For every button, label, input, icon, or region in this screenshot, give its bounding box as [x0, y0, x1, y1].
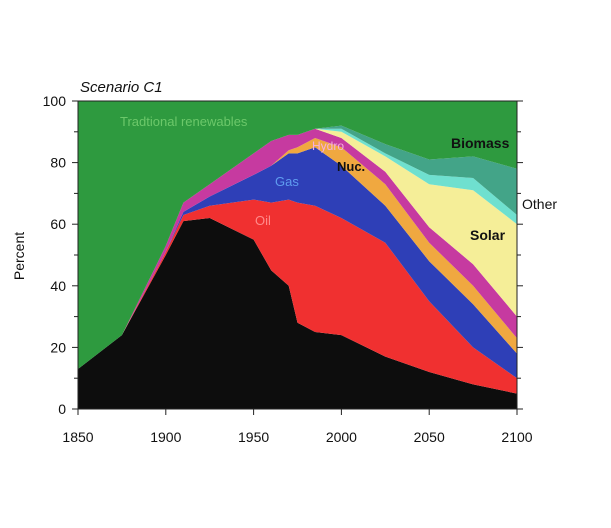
label-oil: Oil: [255, 213, 271, 228]
y-tick-label: 20: [50, 339, 66, 355]
area-solar: [78, 128, 517, 369]
y-tick-label: 40: [50, 278, 66, 294]
x-tick-label: 2050: [414, 429, 445, 445]
label-other: Other: [522, 196, 557, 212]
area-gas: [78, 147, 517, 379]
label-nuc: Nuc.: [337, 159, 365, 174]
y-tick-label: 0: [58, 401, 66, 417]
x-tick-label: 2000: [326, 429, 357, 445]
x-tick-label: 1900: [150, 429, 181, 445]
label-biomass: Biomass: [451, 135, 510, 151]
y-tick-label: 100: [43, 93, 67, 109]
chart-title: Scenario C1: [80, 79, 163, 96]
axis-ticks: 0 20 40 60 80 100 1850 1900 1950 2000 2050 2100: [43, 93, 533, 445]
y-axis-label: Percent: [11, 232, 27, 280]
label-solar: Solar: [470, 227, 506, 243]
x-tick-label: 1950: [238, 429, 269, 445]
area-traditional-renewables: [78, 101, 517, 369]
area-series-group: [78, 101, 517, 409]
area-oil: [78, 199, 517, 394]
area-hydro: [78, 128, 517, 369]
area-nuc: [78, 138, 517, 369]
x-tick-label: 1850: [62, 429, 93, 445]
x-tick-label: 2100: [501, 429, 532, 445]
area-coal: [78, 218, 517, 409]
label-gas: Gas: [275, 174, 299, 189]
label-hydro: Hydro: [312, 139, 344, 153]
y-tick-label: 80: [50, 155, 66, 171]
label-traditional-renewables: Tradtional renewables: [120, 114, 248, 129]
y-tick-label: 60: [50, 216, 66, 232]
